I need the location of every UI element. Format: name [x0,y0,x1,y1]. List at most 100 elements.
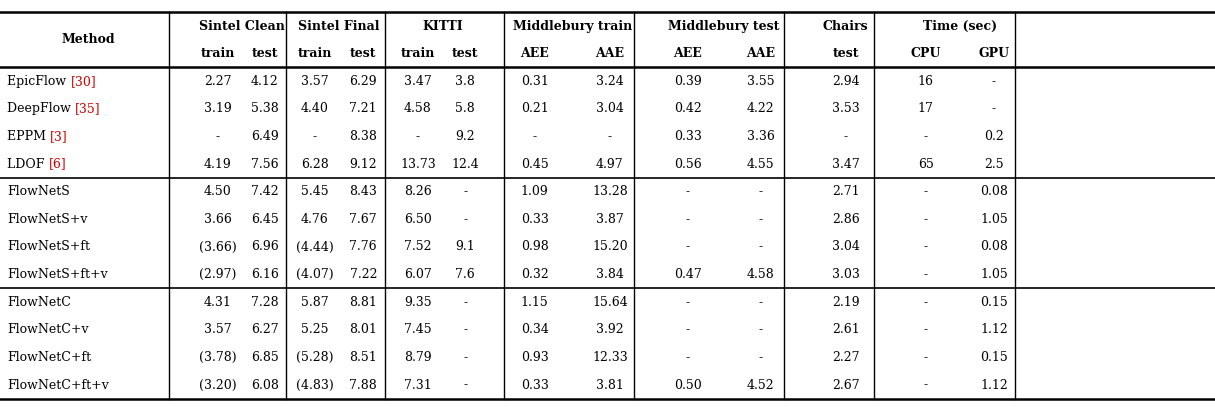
Text: 4.52: 4.52 [747,379,774,392]
Text: 4.22: 4.22 [747,103,774,115]
Text: -: - [991,75,996,88]
Text: FlowNetC+ft+v: FlowNetC+ft+v [7,379,109,392]
Text: 0.56: 0.56 [674,158,701,171]
Text: FlowNetS+ft: FlowNetS+ft [7,241,90,254]
Text: -: - [923,241,928,254]
Text: 3.87: 3.87 [597,213,623,226]
Text: 4.76: 4.76 [301,213,328,226]
Text: 65: 65 [917,158,934,171]
Text: FlowNetS: FlowNetS [7,185,70,198]
Text: 3.92: 3.92 [597,323,623,336]
Text: 9.1: 9.1 [456,241,475,254]
Text: 6.85: 6.85 [252,351,278,364]
Text: -: - [685,213,690,226]
Text: 7.67: 7.67 [350,213,377,226]
Text: 3.55: 3.55 [747,75,774,88]
Text: Sintel Clean: Sintel Clean [199,20,284,33]
Text: 0.47: 0.47 [674,268,701,281]
Text: 9.12: 9.12 [350,158,377,171]
Text: 0.32: 0.32 [521,268,548,281]
Text: -: - [923,185,928,198]
Text: 0.33: 0.33 [521,379,548,392]
Text: 2.67: 2.67 [832,379,859,392]
Text: (4.44): (4.44) [295,241,334,254]
Text: KITTI: KITTI [422,20,463,33]
Text: -: - [923,379,928,392]
Text: 3.81: 3.81 [597,379,623,392]
Text: Time (sec): Time (sec) [922,20,998,33]
Text: (4.83): (4.83) [295,379,334,392]
Text: 4.31: 4.31 [204,296,231,309]
Text: -: - [463,323,468,336]
Text: 5.38: 5.38 [252,103,278,115]
Text: 0.33: 0.33 [674,130,701,143]
Text: 3.04: 3.04 [832,241,859,254]
Text: 6.50: 6.50 [405,213,431,226]
Text: 6.08: 6.08 [252,379,278,392]
Text: -: - [923,213,928,226]
Text: Method: Method [62,33,115,46]
Text: 12.4: 12.4 [452,158,479,171]
Text: (3.66): (3.66) [198,241,237,254]
Text: 7.42: 7.42 [252,185,278,198]
Text: 1.05: 1.05 [981,213,1007,226]
Text: 5.45: 5.45 [301,185,328,198]
Text: 0.45: 0.45 [521,158,548,171]
Text: test: test [252,47,278,60]
Text: AAE: AAE [595,47,625,60]
Text: train: train [298,47,332,60]
Text: test: test [832,47,859,60]
Text: 16: 16 [917,75,934,88]
Text: -: - [685,185,690,198]
Text: 6.29: 6.29 [350,75,377,88]
Text: 3.8: 3.8 [456,75,475,88]
Text: EpicFlow: EpicFlow [7,75,70,88]
Text: -: - [685,296,690,309]
Text: EPPM: EPPM [7,130,50,143]
Text: -: - [923,296,928,309]
Text: Chairs: Chairs [823,20,869,33]
Text: FlowNetS+ft+v: FlowNetS+ft+v [7,268,108,281]
Text: -: - [463,379,468,392]
Text: [3]: [3] [50,130,68,143]
Text: CPU: CPU [910,47,942,60]
Text: (4.07): (4.07) [296,268,333,281]
Text: 12.33: 12.33 [592,351,628,364]
Text: 4.19: 4.19 [204,158,231,171]
Text: 3.57: 3.57 [204,323,231,336]
Text: Middlebury train: Middlebury train [513,20,632,33]
Text: 7.76: 7.76 [350,241,377,254]
Text: test: test [350,47,377,60]
Text: -: - [758,323,763,336]
Text: train: train [401,47,435,60]
Text: -: - [758,185,763,198]
Text: -: - [532,130,537,143]
Text: 6.16: 6.16 [252,268,278,281]
Text: 1.05: 1.05 [981,268,1007,281]
Text: 8.43: 8.43 [350,185,377,198]
Text: 0.31: 0.31 [521,75,548,88]
Text: 0.98: 0.98 [521,241,548,254]
Text: -: - [923,130,928,143]
Text: 0.93: 0.93 [521,351,548,364]
Text: 2.19: 2.19 [832,296,859,309]
Text: 6.27: 6.27 [252,323,278,336]
Text: 6.49: 6.49 [252,130,278,143]
Text: (3.78): (3.78) [199,351,236,364]
Text: 7.6: 7.6 [456,268,475,281]
Text: 4.40: 4.40 [301,103,328,115]
Text: GPU: GPU [978,47,1010,60]
Text: (5.28): (5.28) [296,351,333,364]
Text: AEE: AEE [673,47,702,60]
Text: -: - [685,351,690,364]
Text: 5.8: 5.8 [456,103,475,115]
Text: 2.5: 2.5 [984,158,1004,171]
Text: Sintel Final: Sintel Final [298,20,380,33]
Text: -: - [758,213,763,226]
Text: Middlebury test: Middlebury test [668,20,780,33]
Text: 2.94: 2.94 [832,75,859,88]
Text: LDOF: LDOF [7,158,49,171]
Text: 13.73: 13.73 [400,158,436,171]
Text: 6.28: 6.28 [301,158,328,171]
Text: 6.07: 6.07 [405,268,431,281]
